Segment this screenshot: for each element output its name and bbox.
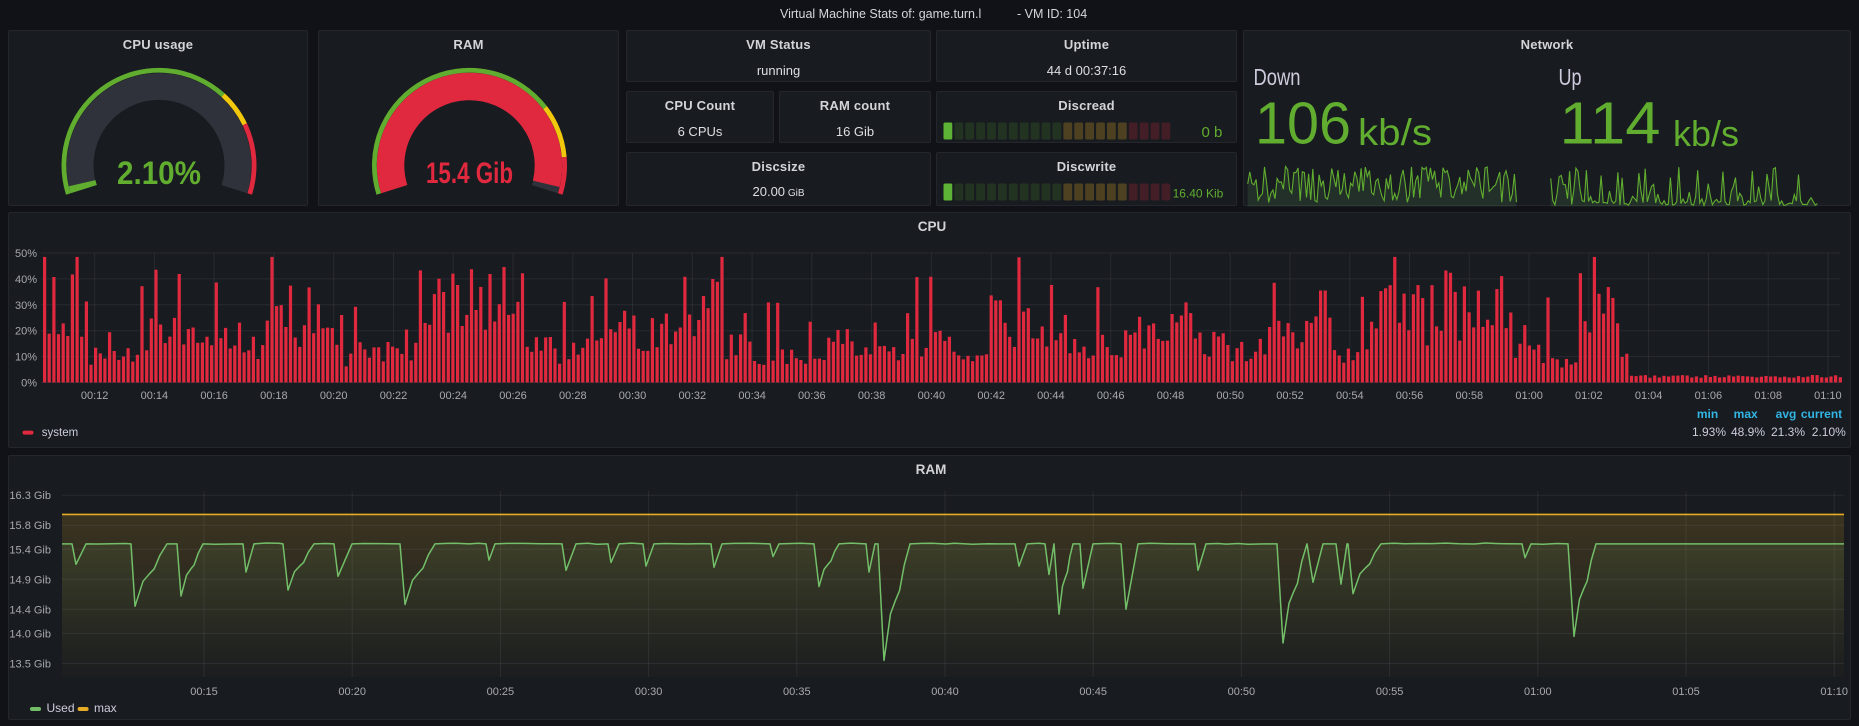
svg-text:00:52: 00:52 (1276, 390, 1304, 402)
svg-text:114: 114 (1560, 91, 1661, 157)
svg-text:01:00: 01:00 (1515, 390, 1543, 402)
svg-text:0%: 0% (21, 378, 37, 390)
svg-text:20%: 20% (15, 326, 37, 338)
svg-text:00:50: 00:50 (1216, 390, 1244, 402)
svg-text:00:14: 00:14 (141, 390, 169, 402)
svg-text:15.4 Gib: 15.4 Gib (426, 157, 513, 190)
svg-text:max: max (94, 701, 117, 715)
svg-text:RAM: RAM (916, 462, 947, 477)
svg-text:2.10%: 2.10% (1812, 425, 1846, 439)
svg-text:kb/s: kb/s (1673, 113, 1739, 154)
svg-text:00:38: 00:38 (858, 390, 886, 402)
svg-text:16.3 Gib: 16.3 Gib (9, 490, 51, 502)
svg-text:01:05: 01:05 (1672, 686, 1700, 698)
svg-text:0 b: 0 b (1201, 124, 1222, 141)
svg-text:00:12: 00:12 (81, 390, 109, 402)
svg-text:00:26: 00:26 (499, 390, 527, 402)
svg-text:01:10: 01:10 (1820, 686, 1848, 698)
svg-text:00:48: 00:48 (1157, 390, 1185, 402)
svg-text:00:22: 00:22 (380, 390, 408, 402)
svg-text:01:00: 01:00 (1524, 686, 1552, 698)
svg-text:00:30: 00:30 (619, 390, 647, 402)
svg-text:00:18: 00:18 (260, 390, 288, 402)
svg-text:00:30: 00:30 (635, 686, 663, 698)
svg-text:max: max (1734, 407, 1758, 421)
svg-text:00:25: 00:25 (487, 686, 515, 698)
svg-text:14.0 Gib: 14.0 Gib (9, 628, 51, 640)
svg-text:00:15: 00:15 (190, 686, 218, 698)
svg-text:16.40 Kib: 16.40 Kib (1173, 187, 1224, 201)
svg-text:40%: 40% (15, 274, 37, 286)
svg-text:00:56: 00:56 (1396, 390, 1424, 402)
svg-text:15.4 Gib: 15.4 Gib (9, 544, 51, 556)
svg-text:00:45: 00:45 (1079, 686, 1107, 698)
svg-text:15.8 Gib: 15.8 Gib (9, 520, 51, 532)
svg-text:00:40: 00:40 (918, 390, 946, 402)
svg-text:avg: avg (1776, 407, 1797, 421)
svg-text:current: current (1801, 407, 1842, 421)
svg-text:00:32: 00:32 (679, 390, 707, 402)
svg-text:2.10%: 2.10% (117, 155, 201, 191)
svg-text:00:40: 00:40 (931, 686, 959, 698)
svg-text:50%: 50% (15, 248, 37, 260)
svg-text:00:55: 00:55 (1376, 686, 1404, 698)
svg-text:00:20: 00:20 (320, 390, 348, 402)
svg-text:13.5 Gib: 13.5 Gib (9, 658, 51, 670)
svg-text:106: 106 (1255, 91, 1351, 157)
svg-text:min: min (1697, 407, 1718, 421)
svg-text:00:50: 00:50 (1228, 686, 1256, 698)
svg-text:00:28: 00:28 (559, 390, 587, 402)
svg-text:48.9%: 48.9% (1731, 425, 1765, 439)
svg-text:30%: 30% (15, 300, 37, 312)
svg-text:1.93%: 1.93% (1692, 425, 1726, 439)
svg-text:kb/s: kb/s (1358, 112, 1432, 153)
svg-text:Down: Down (1254, 64, 1301, 90)
svg-text:Used: Used (47, 701, 75, 715)
svg-text:00:44: 00:44 (1037, 390, 1065, 402)
svg-text:01:10: 01:10 (1814, 390, 1842, 402)
svg-text:00:24: 00:24 (439, 390, 467, 402)
svg-text:01:06: 01:06 (1695, 390, 1723, 402)
svg-text:CPU: CPU (918, 219, 947, 234)
svg-text:00:16: 00:16 (200, 390, 228, 402)
svg-text:01:02: 01:02 (1575, 390, 1603, 402)
svg-text:00:42: 00:42 (977, 390, 1005, 402)
svg-text:14.4 Gib: 14.4 Gib (9, 604, 51, 616)
svg-text:system: system (42, 427, 78, 439)
svg-text:00:54: 00:54 (1336, 390, 1364, 402)
svg-text:21.3%: 21.3% (1771, 425, 1805, 439)
svg-text:00:36: 00:36 (798, 390, 826, 402)
svg-text:00:35: 00:35 (783, 686, 811, 698)
svg-text:00:34: 00:34 (738, 390, 766, 402)
svg-text:14.9 Gib: 14.9 Gib (9, 574, 51, 586)
svg-text:01:08: 01:08 (1754, 390, 1782, 402)
svg-text:10%: 10% (15, 352, 37, 364)
svg-text:00:58: 00:58 (1456, 390, 1484, 402)
svg-text:Up: Up (1559, 64, 1582, 90)
svg-text:01:04: 01:04 (1635, 390, 1663, 402)
svg-text:00:20: 00:20 (338, 686, 366, 698)
svg-text:00:46: 00:46 (1097, 390, 1125, 402)
